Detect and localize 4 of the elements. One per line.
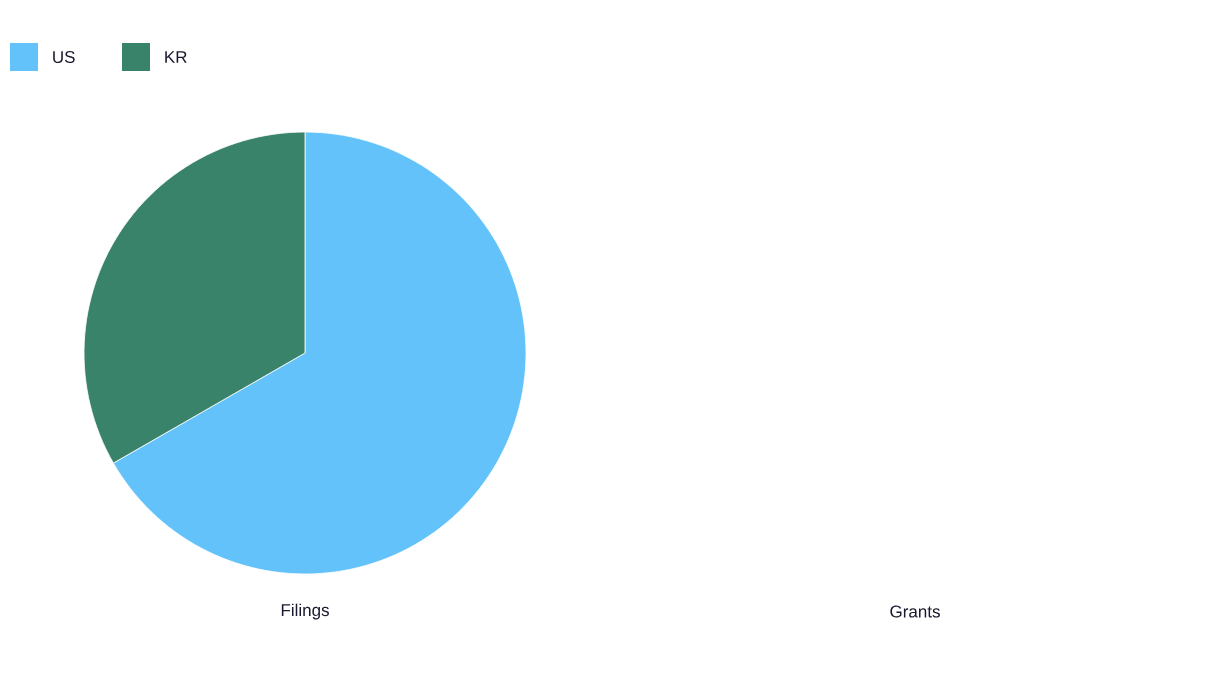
- legend-label: KR: [165, 51, 187, 63]
- legend-label: US: [53, 50, 75, 64]
- text: Filings: [281, 603, 329, 620]
- text: Grants: [890, 605, 940, 618]
